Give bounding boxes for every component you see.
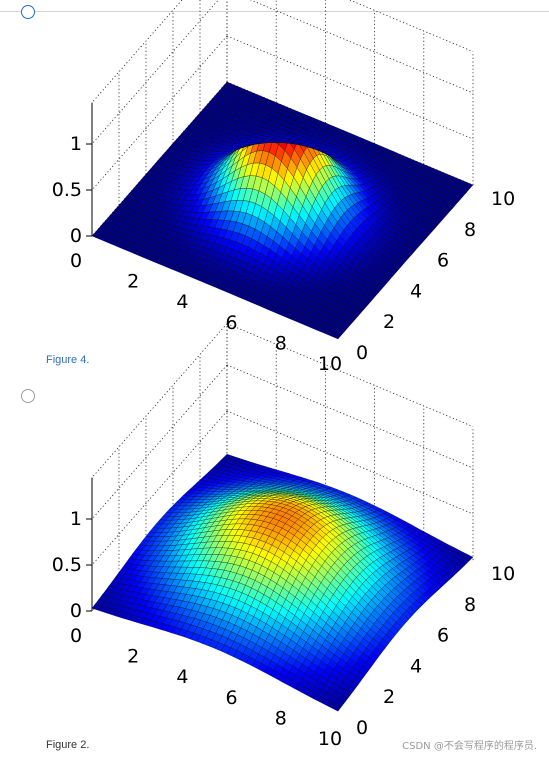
y-tick-label: 2 [383,686,395,708]
y-tick-label: 4 [410,280,422,302]
caption-figure-4: Figure 4. [46,354,90,366]
x-tick-label: 10 [318,353,342,375]
x-tick-label: 6 [226,312,238,334]
x-tick-label: 8 [275,707,287,729]
y-tick-label: 0 [356,717,368,739]
y-tick-label: 2 [383,311,395,333]
y-tick-label: 10 [491,188,515,210]
y-tick-label: 8 [464,594,476,616]
y-tick-label: 4 [410,655,422,677]
z-tick-label: 0 [70,600,82,622]
x-tick-label: 2 [127,271,139,293]
y-tick-label: 8 [464,219,476,241]
z-tick-label: 0.5 [52,179,82,201]
option-radio-figure-4[interactable] [21,5,35,19]
watermark: CSDN @不会写程序的程序员. [402,741,537,752]
caption-figure-2: Figure 2. [46,739,90,751]
grid-lines [91,0,474,237]
z-tick-label: 0 [70,225,82,247]
x-tick-label: 0 [70,625,82,647]
surface-mesh [91,453,474,712]
x-tick-label: 10 [318,728,342,750]
y-tick-label: 6 [437,625,449,647]
x-tick-label: 8 [275,332,287,354]
z-tick-label: 1 [70,133,82,155]
x-tick-label: 4 [176,666,188,688]
x-tick-label: 4 [176,291,188,313]
top-divider [0,11,549,12]
x-tick-label: 6 [226,687,238,709]
surface-mesh [91,81,474,340]
y-tick-label: 0 [356,342,368,364]
z-tick-label: 0.5 [52,554,82,576]
y-tick-label: 6 [437,250,449,272]
y-tick-label: 10 [491,563,515,585]
option-radio-figure-2[interactable] [21,389,35,403]
x-tick-label: 0 [70,250,82,272]
x-tick-label: 2 [127,646,139,668]
z-tick-label: 1 [70,508,82,530]
